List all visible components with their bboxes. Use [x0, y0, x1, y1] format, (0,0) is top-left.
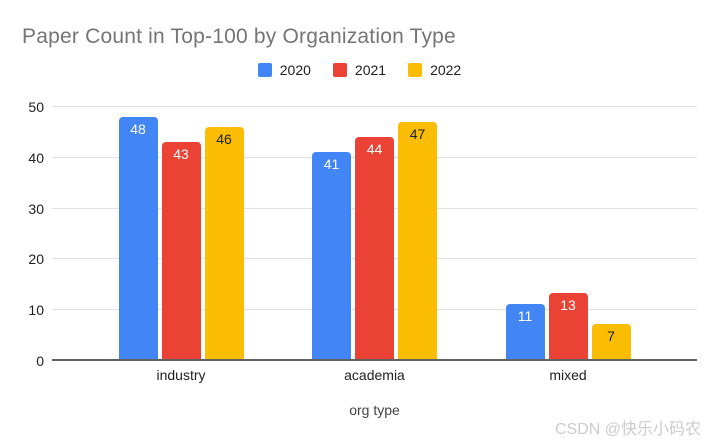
bar-mixed-2022: 7: [591, 323, 631, 359]
x-axis-line: [52, 359, 697, 361]
bar-industry-2020: 48: [118, 117, 158, 359]
bar-value-label: 48: [130, 121, 146, 138]
bar-group-mixed: 11 13 7: [505, 107, 631, 359]
x-axis-title: org type: [349, 402, 400, 418]
legend-swatch-icon: [332, 63, 347, 77]
x-category-label-academia: academia: [344, 367, 405, 383]
gridline: [52, 106, 697, 107]
bar-mixed-2020: 11: [505, 303, 545, 359]
y-tick-label: 0: [36, 353, 44, 369]
y-tick-label: 30: [28, 200, 44, 217]
legend-label: 2020: [279, 62, 311, 78]
bar-value-label: 47: [409, 126, 426, 143]
x-category-label-mixed: mixed: [549, 367, 587, 383]
bar-value-label: 11: [517, 307, 533, 324]
legend: 2020 2021 2022: [0, 62, 719, 78]
bar-industry-2021: 43: [161, 142, 201, 359]
bar-academia-2021: 44: [355, 137, 394, 359]
bar-value-label: 46: [216, 131, 232, 148]
bar-industry-2022: 46: [204, 127, 244, 359]
bar-value-label: 7: [607, 327, 615, 344]
legend-swatch-icon: [408, 63, 423, 77]
x-axis-category-labels: industry academia mixed: [52, 367, 697, 385]
legend-item-2021: 2021: [332, 62, 387, 78]
legend-item-2020: 2020: [257, 62, 311, 78]
y-axis-tick-labels: 0 10 20 30 40 50: [0, 100, 44, 368]
bar-value-label: 41: [323, 156, 340, 173]
legend-label: 2021: [354, 62, 387, 78]
bar-group-industry: 48 43 46: [118, 107, 244, 359]
bar-academia-2022: 47: [398, 122, 437, 359]
legend-item-2022: 2022: [408, 62, 461, 78]
legend-label: 2022: [430, 62, 462, 78]
y-tick-label: 20: [28, 251, 44, 268]
legend-swatch-icon: [257, 63, 272, 77]
y-tick-label: 40: [28, 149, 44, 166]
bar-value-label: 44: [366, 141, 383, 158]
x-category-label-industry: industry: [156, 367, 206, 383]
bar-value-label: 43: [173, 146, 189, 163]
bar-academia-2020: 41: [312, 152, 351, 359]
plot-area: 48 43 46 41 44 47 11 13 7: [52, 106, 697, 361]
bar-value-label: 13: [560, 297, 576, 314]
watermark: CSDN @快乐小码农: [554, 421, 701, 438]
bar-mixed-2021: 13: [548, 293, 588, 359]
y-tick-label: 10: [28, 302, 44, 319]
chart-title: Paper Count in Top-100 by Organization T…: [22, 25, 456, 48]
y-tick-label: 50: [28, 99, 44, 115]
bar-group-academia: 41 44 47: [312, 107, 437, 359]
